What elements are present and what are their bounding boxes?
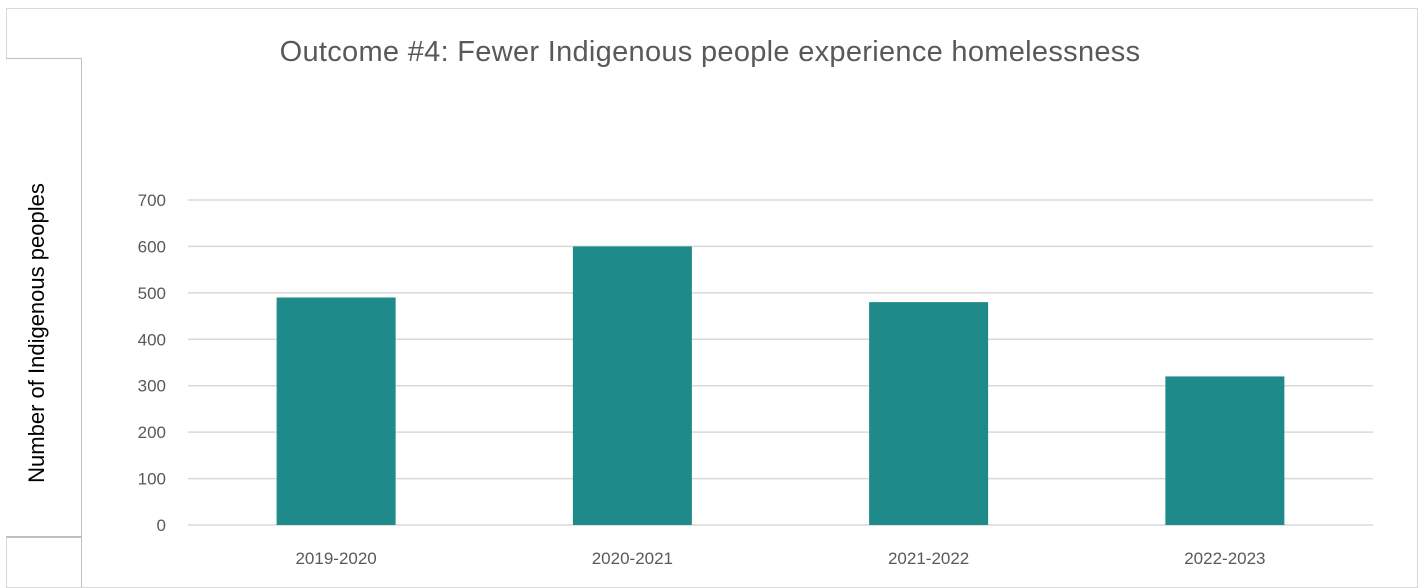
y-tick-label: 0 [157, 516, 166, 535]
x-tick-label: 2020-2021 [592, 549, 673, 568]
y-tick-label: 200 [138, 423, 166, 442]
bar-2021-2022 [869, 302, 989, 525]
y-tick-label: 300 [138, 377, 166, 396]
y-tick-label: 600 [138, 237, 166, 256]
y-axis-label-box [6, 58, 82, 537]
x-tick-label: 2021-2022 [888, 549, 969, 568]
bar-2019-2020 [276, 297, 396, 525]
chart-title: Outcome #4: Fewer Indigenous people expe… [279, 36, 1141, 68]
bar-2020-2021 [572, 246, 692, 525]
y-axis-label-box-lower [6, 537, 82, 587]
y-tick-label: 500 [138, 284, 166, 303]
bar-2022-2023 [1165, 376, 1285, 525]
y-tick-label: 100 [138, 470, 166, 489]
x-tick-label: 2019-2020 [295, 549, 376, 568]
x-tick-label: 2022-2023 [1184, 549, 1265, 568]
y-tick-label: 400 [138, 330, 166, 349]
y-tick-label: 700 [138, 191, 166, 210]
